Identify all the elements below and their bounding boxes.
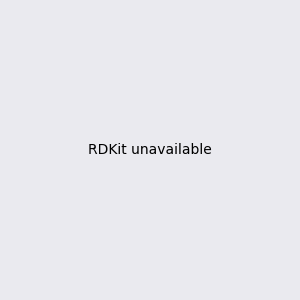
Text: RDKit unavailable: RDKit unavailable [88, 143, 212, 157]
